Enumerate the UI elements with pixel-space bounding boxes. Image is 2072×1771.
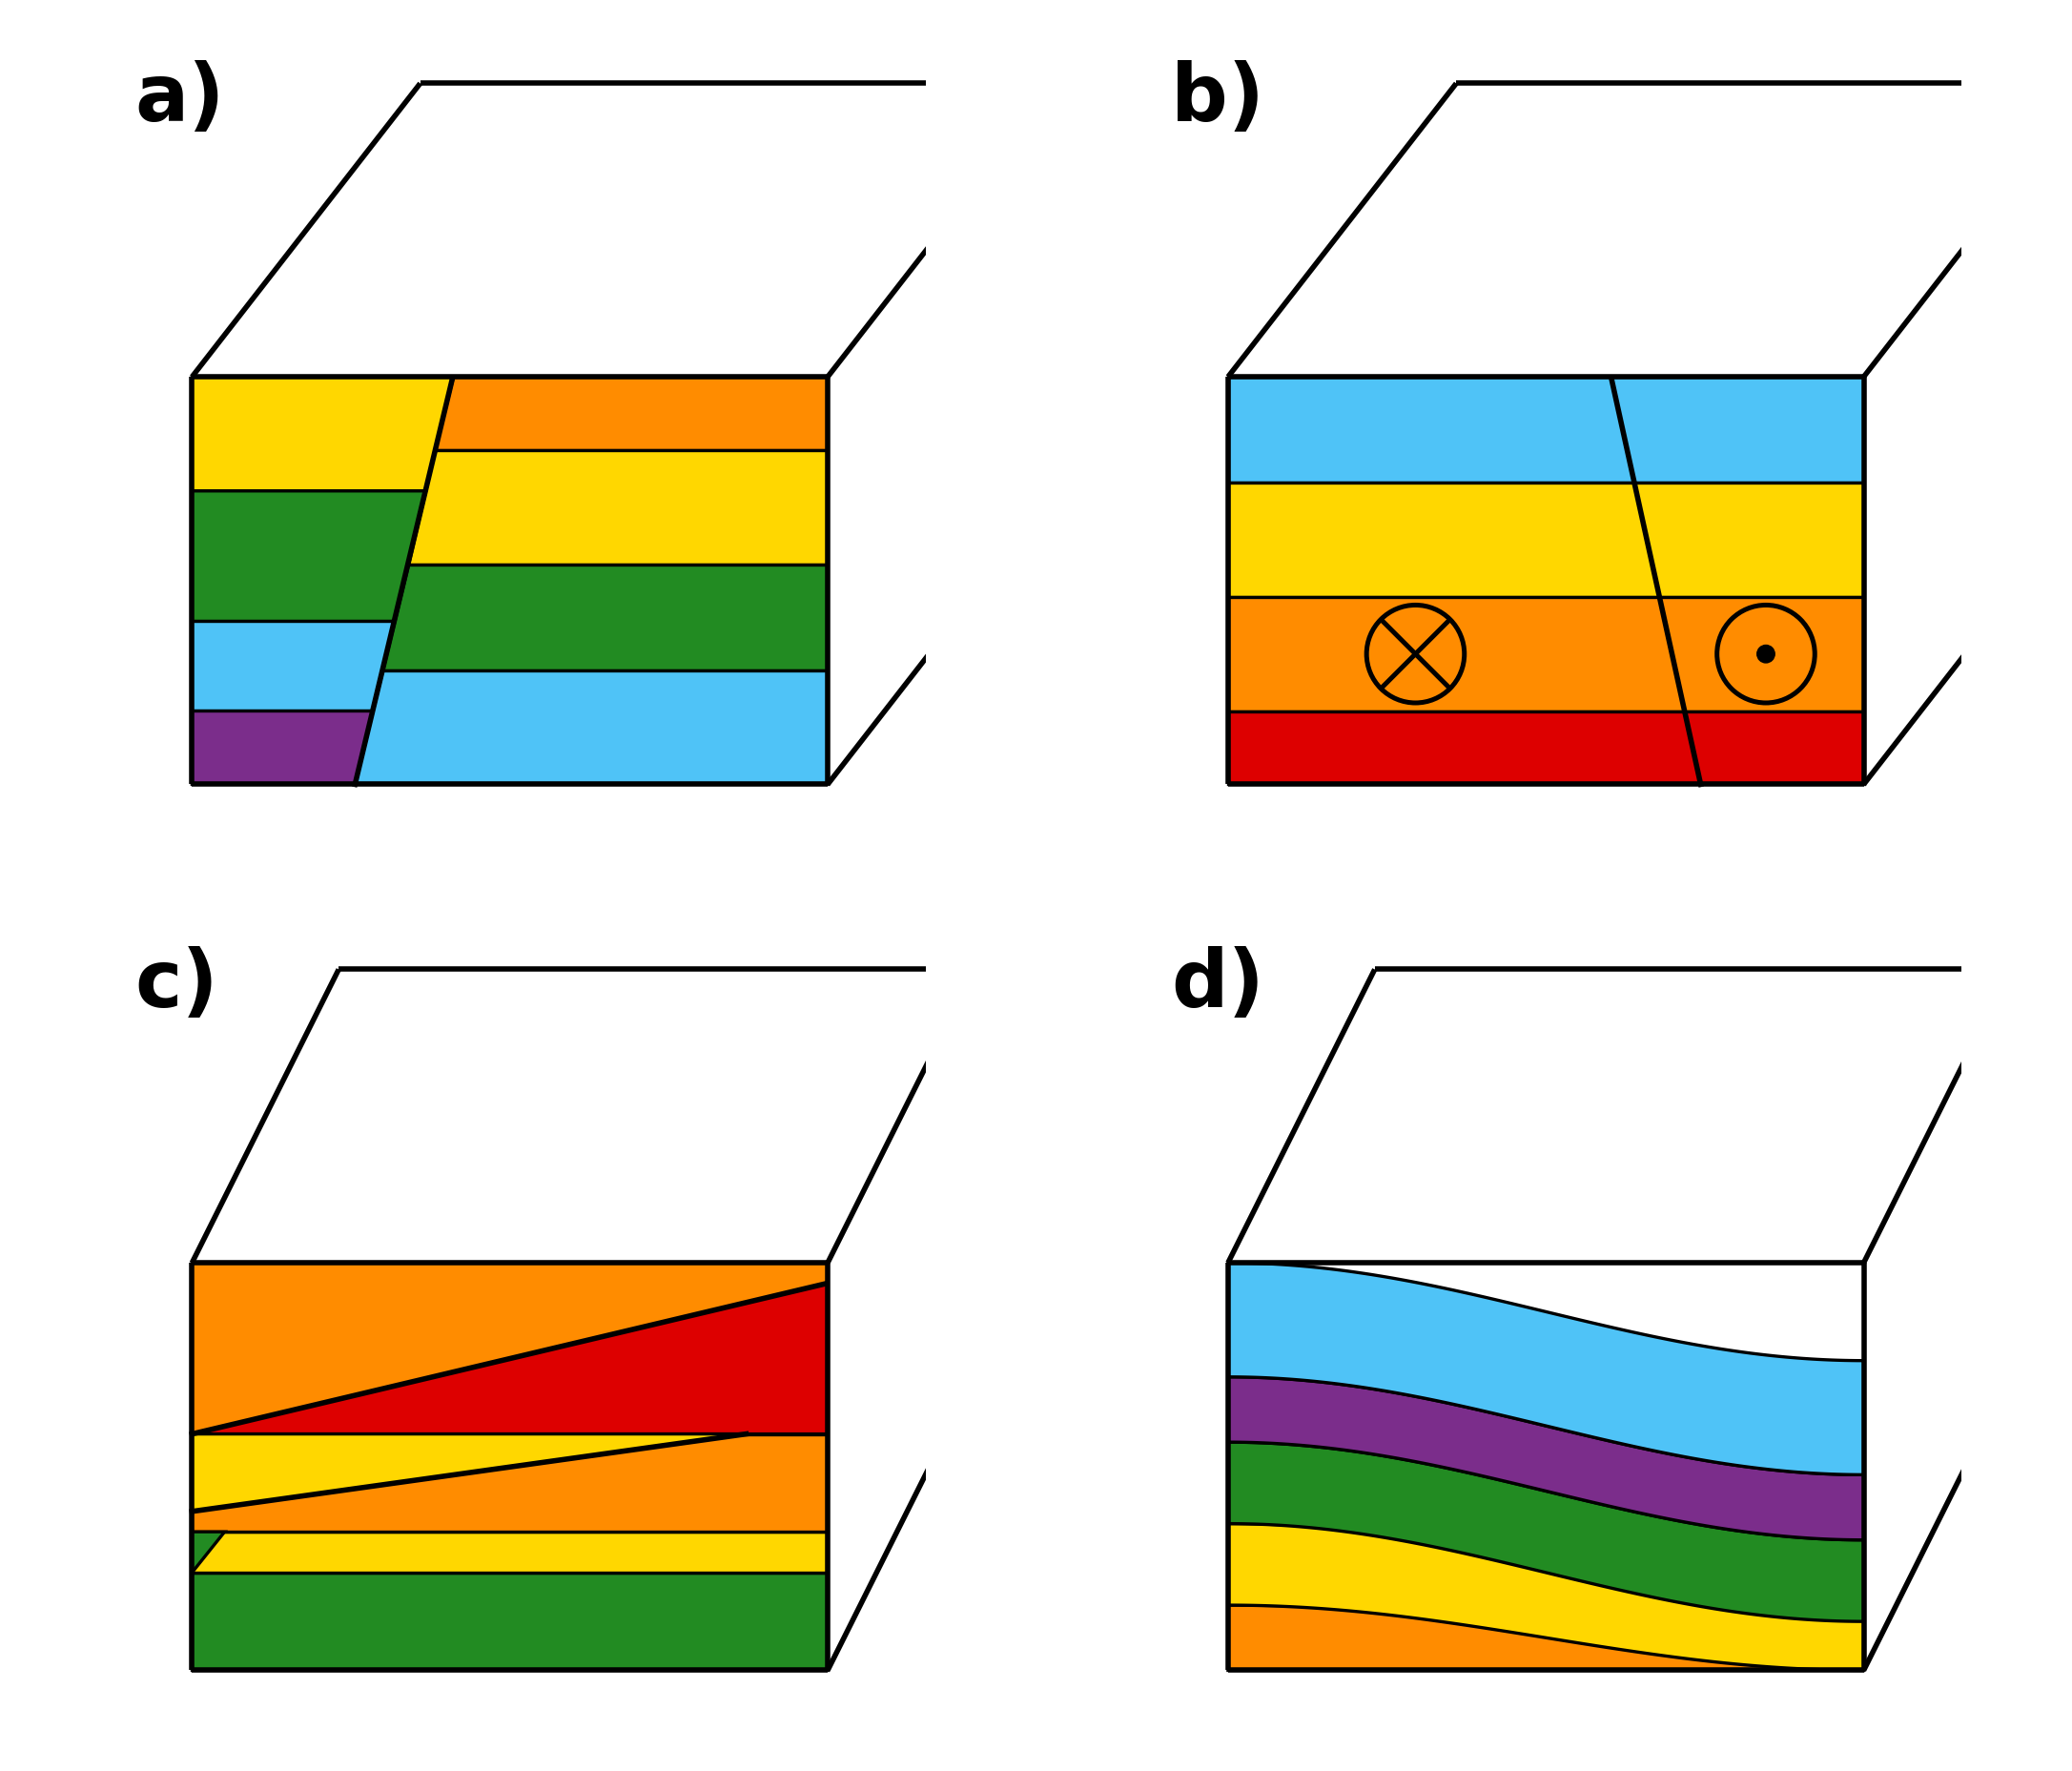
- Polygon shape: [383, 565, 827, 671]
- Polygon shape: [1229, 1605, 1863, 1670]
- Polygon shape: [193, 971, 974, 1263]
- Polygon shape: [1229, 483, 1863, 597]
- Polygon shape: [354, 671, 827, 785]
- Polygon shape: [193, 1435, 746, 1511]
- Polygon shape: [193, 1263, 914, 1435]
- Polygon shape: [193, 377, 454, 492]
- Polygon shape: [1229, 712, 1863, 785]
- Text: a): a): [135, 60, 226, 136]
- Polygon shape: [1229, 597, 1863, 712]
- Polygon shape: [193, 622, 394, 712]
- Polygon shape: [1229, 85, 2072, 377]
- Polygon shape: [827, 971, 974, 1670]
- Polygon shape: [193, 1532, 827, 1573]
- Polygon shape: [435, 377, 827, 452]
- Polygon shape: [193, 1263, 914, 1435]
- Polygon shape: [193, 1435, 827, 1532]
- Polygon shape: [1229, 377, 1863, 483]
- Polygon shape: [1229, 971, 2010, 1263]
- Polygon shape: [193, 1573, 827, 1670]
- Polygon shape: [193, 1532, 224, 1573]
- Text: b): b): [1171, 60, 1264, 136]
- Polygon shape: [827, 85, 1057, 785]
- Polygon shape: [1863, 971, 2010, 1670]
- Polygon shape: [1863, 85, 2072, 785]
- Text: d): d): [1171, 946, 1264, 1022]
- Polygon shape: [1229, 1523, 1863, 1670]
- Text: c): c): [135, 946, 218, 1022]
- Polygon shape: [1229, 1378, 1863, 1541]
- Circle shape: [1757, 646, 1776, 664]
- Polygon shape: [1229, 1442, 1863, 1622]
- Polygon shape: [1229, 1263, 1863, 1475]
- Polygon shape: [408, 452, 827, 565]
- Polygon shape: [193, 492, 425, 622]
- Polygon shape: [193, 712, 373, 785]
- Polygon shape: [193, 85, 1057, 377]
